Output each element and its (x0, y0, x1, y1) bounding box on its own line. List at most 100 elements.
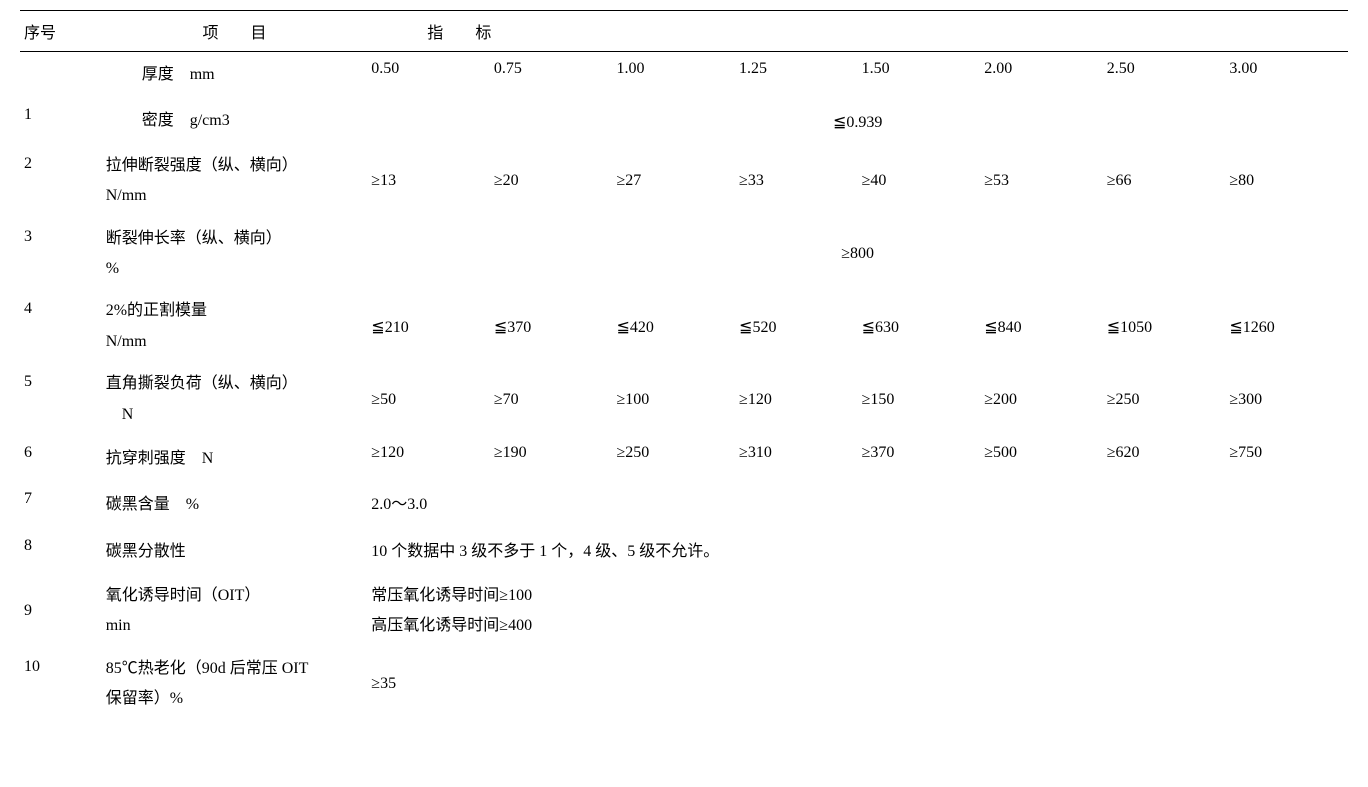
row-1-seq: 1 (20, 98, 102, 144)
row-4-val-4: ≦630 (858, 290, 981, 363)
row-8-seq: 8 (20, 529, 102, 575)
thickness-label: 厚度 mm (102, 52, 368, 99)
row-10-seq: 10 (20, 648, 102, 721)
header-item-pre: 项 (202, 25, 218, 42)
row-4-val-7: ≦1260 (1225, 290, 1348, 363)
row-1-item: 密度 g/cm3 (102, 98, 368, 144)
thickness-val-7: 3.00 (1225, 52, 1348, 99)
row-3-value: ≥800 (367, 218, 1348, 291)
row-4-val-6: ≦1050 (1103, 290, 1226, 363)
row-6-val-7: ≥750 (1225, 436, 1348, 482)
row-5-val-4: ≥150 (858, 363, 981, 436)
row-2-item-l2: N/mm (106, 187, 147, 204)
row-2: 2 拉伸断裂强度（纵、横向） N/mm ≥13 ≥20 ≥27 ≥33 ≥40 … (20, 145, 1348, 218)
header-seq: 序号 (20, 11, 102, 52)
row-thickness: 厚度 mm 0.50 0.75 1.00 1.25 1.50 2.00 2.50… (20, 52, 1348, 99)
row-2-seq: 2 (20, 145, 102, 218)
thickness-val-3: 1.25 (735, 52, 858, 99)
row-8: 8 碳黑分散性 10 个数据中 3 级不多于 1 个，4 级、5 级不允许。 (20, 529, 1348, 575)
row-6-seq: 6 (20, 436, 102, 482)
row-1: 1 密度 g/cm3 ≦0.939 (20, 98, 1348, 144)
row-5-val-7: ≥300 (1225, 363, 1348, 436)
row-3-item-l2: % (106, 260, 119, 277)
thickness-val-2: 1.00 (612, 52, 735, 99)
row-4-seq: 4 (20, 290, 102, 363)
row-2-val-7: ≥80 (1225, 145, 1348, 218)
row-4-val-3: ≦520 (735, 290, 858, 363)
row-10-value: ≥35 (367, 648, 1348, 721)
row-9-value: 常压氧化诱导时间≥100 高压氧化诱导时间≥400 (367, 575, 1348, 648)
row-9-value-l2: 高压氧化诱导时间≥400 (371, 617, 532, 634)
row-6-val-5: ≥500 (980, 436, 1103, 482)
row-2-val-1: ≥20 (490, 145, 613, 218)
row-5-val-3: ≥120 (735, 363, 858, 436)
row-5-val-0: ≥50 (367, 363, 490, 436)
row-6-val-6: ≥620 (1103, 436, 1226, 482)
row-5-item: 直角撕裂负荷（纵、横向） N (102, 363, 368, 436)
row-2-val-2: ≥27 (612, 145, 735, 218)
row-5-seq: 5 (20, 363, 102, 436)
row-3-item-l1: 断裂伸长率（纵、横向） (106, 230, 282, 247)
header-item-suf: 目 (251, 25, 267, 42)
thickness-val-5: 2.00 (980, 52, 1103, 99)
row-6-item: 抗穿刺强度 N (102, 436, 368, 482)
row-5-val-1: ≥70 (490, 363, 613, 436)
row-5-val-5: ≥200 (980, 363, 1103, 436)
row-9-item: 氧化诱导时间（OIT） min (102, 575, 368, 648)
row-8-item: 碳黑分散性 (102, 529, 368, 575)
row-6-val-4: ≥370 (858, 436, 981, 482)
row-7-value: 2.0～3.0 (367, 482, 1348, 528)
row-4-val-2: ≦420 (612, 290, 735, 363)
row-3-seq: 3 (20, 218, 102, 291)
row-3-item: 断裂伸长率（纵、横向） % (102, 218, 368, 291)
row-9-item-l2: min (106, 617, 131, 634)
row-10-item-l1: 85℃热老化（90d 后常压 OIT (106, 660, 309, 677)
row-6-val-0: ≥120 (367, 436, 490, 482)
row-6-val-2: ≥250 (612, 436, 735, 482)
row-6-val-1: ≥190 (490, 436, 613, 482)
row-7: 7 碳黑含量 % 2.0～3.0 (20, 482, 1348, 528)
row-5-item-l1: 直角撕裂负荷（纵、横向） (106, 375, 298, 392)
row-4: 4 2%的正割模量 N/mm ≦210 ≦370 ≦420 ≦520 ≦630 … (20, 290, 1348, 363)
header-item: 项目 (102, 11, 368, 52)
row-4-item-l2: N/mm (106, 333, 147, 350)
row-5-val-6: ≥250 (1103, 363, 1226, 436)
row-4-val-1: ≦370 (490, 290, 613, 363)
thickness-val-0: 0.50 (367, 52, 490, 99)
row-2-val-4: ≥40 (858, 145, 981, 218)
row-4-item-l1: 2%的正割模量 (106, 302, 207, 319)
thickness-val-1: 0.75 (490, 52, 613, 99)
row-2-val-6: ≥66 (1103, 145, 1226, 218)
thickness-val-6: 2.50 (1103, 52, 1226, 99)
row-6: 6 抗穿刺强度 N ≥120 ≥190 ≥250 ≥310 ≥370 ≥500 … (20, 436, 1348, 482)
row-8-value: 10 个数据中 3 级不多于 1 个，4 级、5 级不允许。 (367, 529, 1348, 575)
row-6-val-3: ≥310 (735, 436, 858, 482)
row-10: 10 85℃热老化（90d 后常压 OIT 保留率）% ≥35 (20, 648, 1348, 721)
row-5-val-2: ≥100 (612, 363, 735, 436)
row-2-item: 拉伸断裂强度（纵、横向） N/mm (102, 145, 368, 218)
row-4-val-0: ≦210 (367, 290, 490, 363)
row-10-item: 85℃热老化（90d 后常压 OIT 保留率）% (102, 648, 368, 721)
thickness-val-4: 1.50 (858, 52, 981, 99)
row-1-value: ≦0.939 (367, 98, 1348, 144)
row-4-val-5: ≦840 (980, 290, 1103, 363)
row-9-value-l1: 常压氧化诱导时间≥100 (371, 587, 532, 604)
row-2-val-3: ≥33 (735, 145, 858, 218)
row-3: 3 断裂伸长率（纵、横向） % ≥800 (20, 218, 1348, 291)
row-2-item-l1: 拉伸断裂强度（纵、横向） (106, 157, 298, 174)
header-indicator: 指标 (367, 11, 1348, 52)
row-4-item: 2%的正割模量 N/mm (102, 290, 368, 363)
table-header-row: 序号 项目 指标 (20, 11, 1348, 52)
row-5-item-l2: N (106, 406, 134, 423)
spec-table: 序号 项目 指标 厚度 mm 0.50 0.75 1.00 1.25 1.50 … (20, 10, 1348, 721)
row-5: 5 直角撕裂负荷（纵、横向） N ≥50 ≥70 ≥100 ≥120 ≥150 … (20, 363, 1348, 436)
header-indicator-pre: 指 (427, 25, 443, 42)
header-indicator-suf: 标 (475, 25, 491, 42)
row-7-seq: 7 (20, 482, 102, 528)
row-2-val-5: ≥53 (980, 145, 1103, 218)
row-9: 9 氧化诱导时间（OIT） min 常压氧化诱导时间≥100 高压氧化诱导时间≥… (20, 575, 1348, 648)
row-7-item: 碳黑含量 % (102, 482, 368, 528)
row-9-seq: 9 (20, 575, 102, 648)
row-10-item-l2: 保留率）% (106, 690, 183, 707)
row-2-val-0: ≥13 (367, 145, 490, 218)
